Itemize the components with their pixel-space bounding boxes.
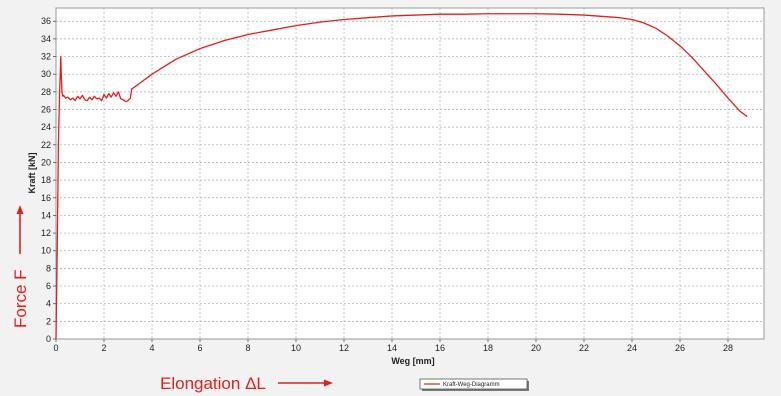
x-axis-title: Weg [mm]: [391, 356, 434, 366]
y-tick-label: 22: [41, 140, 51, 150]
x-tick-label: 2: [101, 343, 106, 353]
force-annotation: Force F: [11, 205, 30, 328]
x-tick-label: 4: [149, 343, 154, 353]
y-tick-label: 32: [41, 52, 51, 62]
y-tick-label: 36: [41, 16, 51, 26]
x-tick-label: 14: [387, 343, 397, 353]
y-tick-label: 0: [46, 334, 51, 344]
grid: [56, 8, 764, 339]
y-tick-label: 34: [41, 34, 51, 44]
y-tick-label: 30: [41, 69, 51, 79]
x-tick-label: 10: [291, 343, 301, 353]
x-tick-label: 26: [675, 343, 685, 353]
y-tick-label: 6: [46, 281, 51, 291]
x-tick-label: 22: [579, 343, 589, 353]
y-tick-label: 28: [41, 87, 51, 97]
plot-area: [55, 7, 765, 340]
y-tick-label: 2: [46, 316, 51, 326]
x-tick-label: 16: [435, 343, 445, 353]
y-axis-title: Kraft [kN]: [27, 152, 37, 193]
y-tick-label: 8: [46, 263, 51, 273]
y-tick-label: 10: [41, 246, 51, 256]
y-tick-label: 14: [41, 210, 51, 220]
x-tick-label: 12: [339, 343, 349, 353]
x-tick-label: 20: [531, 343, 541, 353]
y-tick-label: 16: [41, 193, 51, 203]
x-tick-label: 8: [245, 343, 250, 353]
x-tick-label: 24: [627, 343, 637, 353]
x-tick-label: 0: [53, 343, 58, 353]
y-tick-label: 18: [41, 175, 51, 185]
legend-label: Kraft-Weg-Diagramm: [443, 382, 500, 388]
legend[interactable]: Kraft-Weg-Diagramm: [419, 378, 529, 391]
legend-box: [419, 378, 528, 390]
force-label: Force F: [11, 269, 30, 328]
x-axis-ticks: 0 2 4 6 8 10 12 14 16 18 20 22 24 26 28: [53, 339, 733, 353]
series-line: [55, 13, 748, 340]
x-tick-label: 6: [197, 343, 202, 353]
x-tick-label: 28: [723, 343, 733, 353]
y-tick-label: 26: [41, 105, 51, 115]
y-tick-label: 12: [41, 228, 51, 238]
elongation-arrow-head: [324, 379, 333, 387]
x-tick-label: 18: [483, 343, 493, 353]
y-tick-label: 24: [41, 122, 51, 132]
force-arrow-head: [16, 205, 24, 214]
y-tick-label: 20: [41, 157, 51, 167]
elongation-label: Elongation ΔL: [160, 374, 266, 393]
y-tick-label: 4: [46, 299, 51, 309]
elongation-annotation: Elongation ΔL: [160, 374, 333, 393]
